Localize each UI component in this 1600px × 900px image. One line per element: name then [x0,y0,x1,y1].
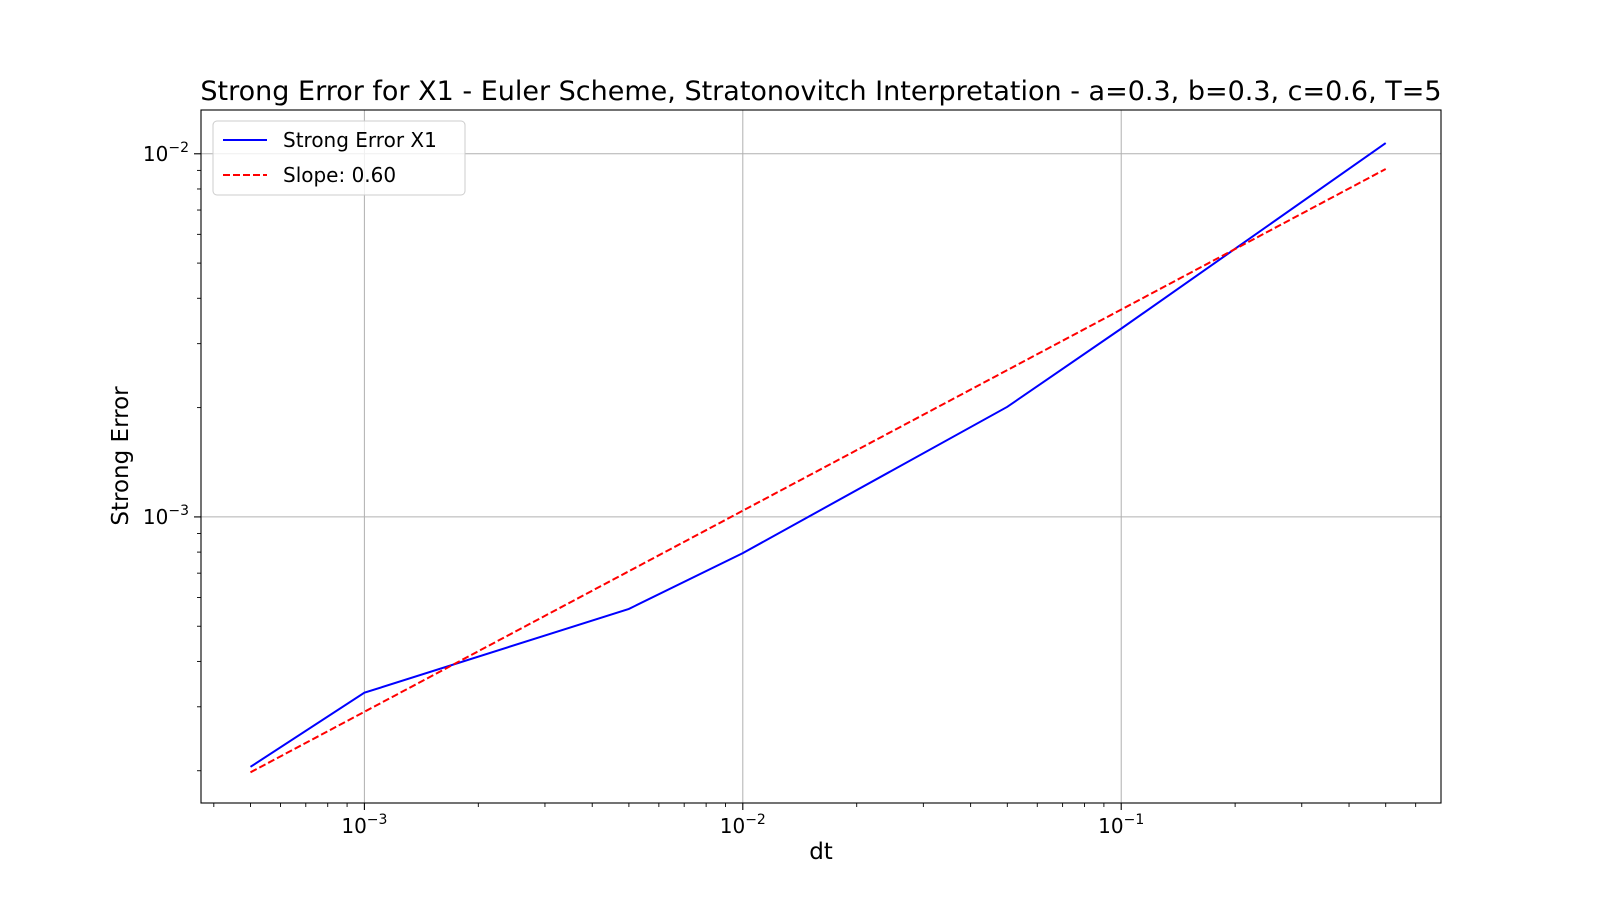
legend: Strong Error X1 Slope: 0.60 [212,120,466,196]
x-tick-label-base: 10 [1098,814,1123,838]
legend-box [212,120,466,196]
x-axis: 10−3 10−2 10−1 [213,803,1417,838]
series-line-1 [249,142,1387,768]
x-tick-label-base: 10 [341,814,366,838]
legend-label-2: Slope: 0.60 [283,163,396,187]
y-tick-label-base: 10 [143,505,168,529]
y-tick-label-base: 10 [143,142,168,166]
series-line-2 [250,168,1387,774]
x-tick-label-exponent: −3 [367,812,388,828]
x-tick-label-base: 10 [720,814,745,838]
plot-frame [200,109,1442,804]
x-tick-label: 10−2 [720,812,766,838]
x-tick-label: 10−3 [341,812,387,838]
y-tick-label-exponent: −2 [168,140,189,156]
x-tick-label: 10−1 [1098,812,1144,838]
y-tick-label: 10−3 [143,503,189,529]
y-axis-label: Strong Error [108,386,134,526]
series-layer [249,142,1387,774]
chart-title: Strong Error for X1 - Euler Scheme, Stra… [200,76,1441,107]
y-tick-label-exponent: −3 [168,503,189,519]
x-tick-label-exponent: −2 [745,812,766,828]
y-tick-label: 10−2 [143,140,189,166]
legend-label-1: Strong Error X1 [283,128,437,152]
y-axis: 10−310−2 [143,140,201,772]
x-axis-label: dt [809,839,833,865]
x-tick-label-exponent: −1 [1124,812,1145,828]
